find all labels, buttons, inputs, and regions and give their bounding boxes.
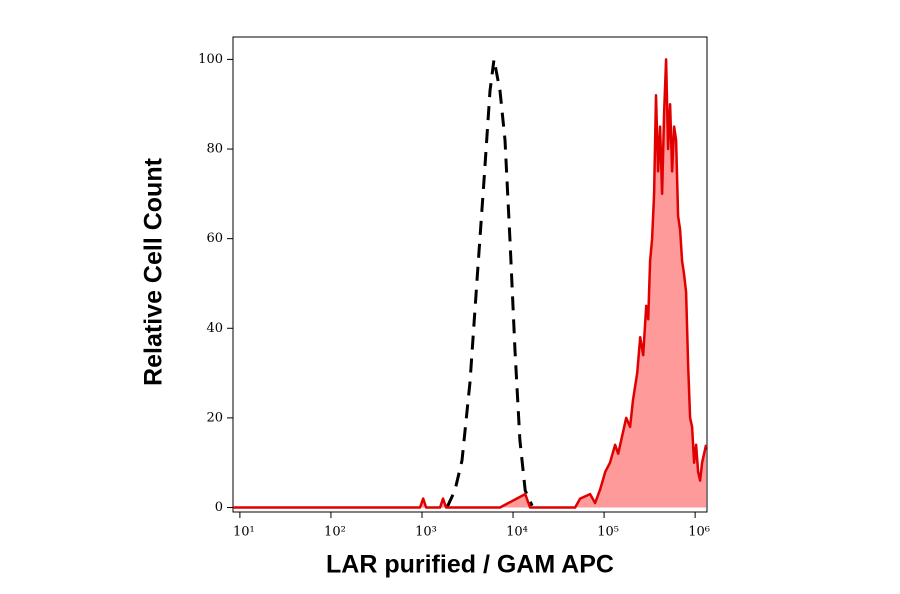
x-tick-label: 10³ xyxy=(415,525,437,540)
y-tick-label: 0 xyxy=(215,500,223,515)
area xyxy=(233,59,707,508)
x-tick-label: 10¹ xyxy=(233,525,255,540)
y-tick-label: 60 xyxy=(206,231,223,246)
y-tick-label: 100 xyxy=(198,52,223,67)
plot-frame xyxy=(232,36,708,513)
y-tick-label: 20 xyxy=(206,410,223,425)
y-axis-label: Relative Cell Count xyxy=(140,157,168,385)
y-tick-label: 80 xyxy=(206,142,223,157)
x-tick-label: 10⁵ xyxy=(597,525,619,540)
y-tick-label: 40 xyxy=(206,321,223,336)
line xyxy=(445,57,534,509)
x-tick-label: 10² xyxy=(324,525,346,540)
line xyxy=(233,58,708,509)
x-axis-label: LAR purified / GAM APC xyxy=(326,551,614,579)
x-tick-label: 10⁶ xyxy=(688,525,710,540)
x-tick-label: 10⁴ xyxy=(506,525,528,540)
